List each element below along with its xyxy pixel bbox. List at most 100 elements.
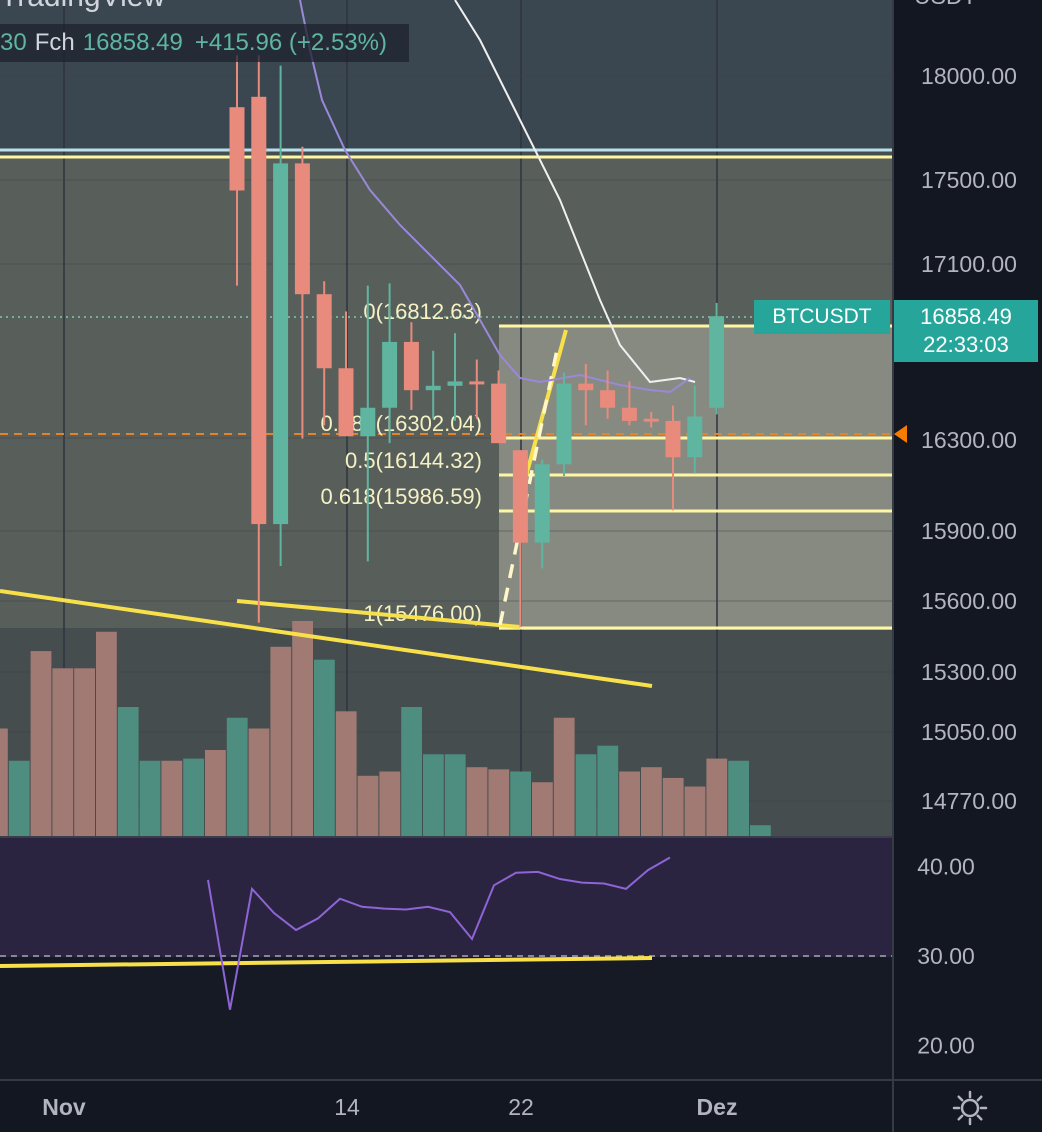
candle-body [382, 341, 398, 408]
price-tick-label: 17100.00 [921, 251, 1017, 277]
candle[interactable] [229, 55, 245, 286]
price-axis[interactable] [893, 0, 1042, 1080]
volume-bar [510, 771, 531, 836]
trendline-lower[interactable] [0, 589, 653, 688]
settings-gear-icon[interactable] [950, 1088, 990, 1128]
volume-bar [423, 754, 444, 836]
candle[interactable] [556, 372, 572, 476]
volume-bar [641, 767, 662, 836]
rsi-tick-label: 20.00 [917, 1033, 975, 1059]
candle[interactable] [251, 55, 267, 623]
candle[interactable] [709, 302, 725, 415]
price-axis-labels: 18000.00 17500.00 17100.00 16300.00 15900.00… [921, 63, 1017, 814]
candle-body [512, 450, 528, 543]
volume-bar [52, 668, 74, 836]
volume-bar [226, 717, 248, 836]
close-value: 16858.49 [82, 29, 183, 56]
volume-bar [8, 760, 30, 836]
candle[interactable] [382, 283, 398, 444]
volume-bar [183, 758, 204, 836]
candle[interactable] [338, 311, 354, 437]
candle[interactable] [534, 459, 550, 569]
candle-body [578, 383, 594, 391]
candle[interactable] [512, 450, 528, 628]
volume-bar [401, 707, 422, 836]
candle-body [665, 420, 681, 458]
volume-bar [597, 745, 619, 836]
candle[interactable] [621, 381, 637, 426]
price-tick-label: 16300.00 [921, 427, 1017, 453]
ma-white-line [454, 0, 696, 384]
volume-bars [0, 621, 771, 836]
price-tick-label: 15300.00 [921, 659, 1017, 685]
trendline-short[interactable] [236, 599, 521, 629]
symbol-tag: BTCUSDT [754, 300, 890, 334]
candle[interactable] [491, 370, 507, 444]
volume-bar [379, 771, 401, 836]
volume-bar [30, 651, 52, 836]
candle[interactable] [600, 370, 616, 419]
close-label: Fch [34, 29, 75, 56]
candle-body [621, 407, 637, 421]
volume-bar [314, 659, 335, 836]
candle[interactable] [273, 65, 289, 566]
volume-bar [161, 760, 183, 836]
rsi-tick-label: 40.00 [917, 854, 975, 880]
time-tick-label: 14 [334, 1094, 360, 1120]
candle[interactable] [316, 281, 332, 426]
ohlc-header: 30 Fch 16858.49 +415.96 (+2.53%) [0, 24, 409, 62]
tradingview-logo: TradingView [0, 0, 165, 14]
candle-body [338, 368, 354, 437]
candle[interactable] [578, 363, 594, 426]
candle-body [403, 341, 419, 391]
volume-bar [466, 767, 488, 836]
last-price: 16858.49 [920, 304, 1012, 329]
candle-body [251, 96, 267, 525]
volume-bar [270, 646, 292, 836]
candle-body [687, 416, 703, 458]
candle-body [294, 163, 310, 295]
volume-bar [205, 750, 226, 836]
rsi-tick-label: 30.00 [917, 943, 975, 969]
volume-bar [553, 717, 575, 836]
volume-bar [357, 775, 379, 836]
volume-bar [139, 760, 161, 836]
candle[interactable] [469, 359, 485, 419]
candle-body [534, 464, 550, 543]
rsi-trendline[interactable] [0, 956, 653, 968]
volume-bar [292, 621, 313, 836]
candle[interactable] [665, 405, 681, 511]
time-tick-label: Dez [697, 1094, 738, 1120]
candle[interactable] [643, 412, 659, 428]
alert-marker-icon[interactable] [894, 425, 907, 443]
candle-body [425, 385, 441, 391]
volume-bar [684, 786, 706, 836]
candle[interactable] [360, 285, 376, 562]
volume-bar [335, 711, 357, 836]
candle[interactable] [425, 350, 441, 419]
candle[interactable] [687, 385, 703, 474]
candle-body [273, 163, 289, 525]
upper-band [0, 0, 893, 150]
time-tick-label: 22 [508, 1094, 534, 1120]
price-tick-label: 15600.00 [921, 588, 1017, 614]
volume-bar [662, 777, 684, 836]
change-value: +415.96 (+2.53%) [194, 29, 387, 56]
time-tick-label: Nov [42, 1094, 86, 1120]
fib-level-label: 0.618(15986.59) [321, 484, 482, 509]
fib-level-label: 0.5(16144.32) [345, 448, 482, 473]
volume-bar [248, 728, 270, 836]
candles[interactable] [229, 55, 725, 628]
volume-bar [750, 825, 771, 836]
rsi-axis-labels: 40.00 30.00 20.00 [917, 854, 975, 1059]
candle[interactable] [447, 333, 463, 421]
volume-bar [96, 631, 117, 836]
candle-body [229, 107, 245, 191]
last-price-tag: 16858.49 22:33:03 [894, 300, 1038, 362]
candle-body [709, 316, 725, 408]
candle[interactable] [294, 146, 310, 439]
axis-unit-fragment: USDT [914, 0, 977, 9]
candle[interactable] [403, 322, 419, 410]
volume-bar [74, 668, 95, 836]
